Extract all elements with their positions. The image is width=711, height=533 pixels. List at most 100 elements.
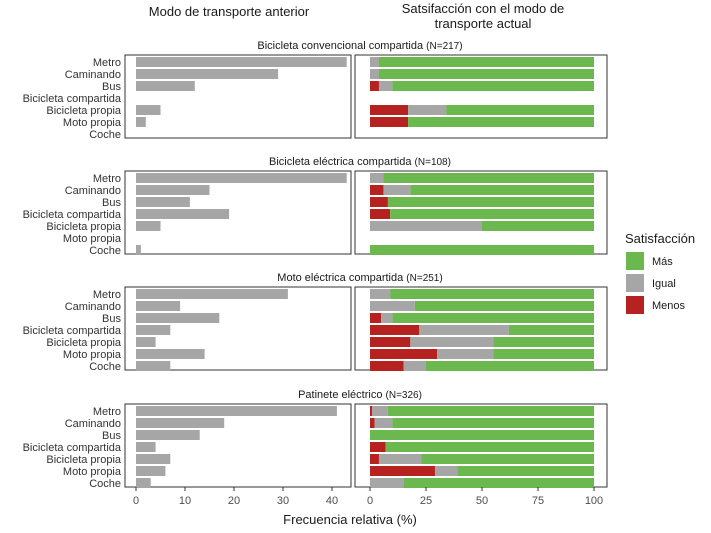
right-axis-tick-label: 100 — [585, 495, 603, 507]
category-label: Moto propia — [63, 466, 122, 478]
panel-title-name: Bicicleta convencional compartida — [257, 40, 426, 52]
satisfaction-segment-mas — [482, 221, 594, 231]
satisfaction-segment-igual — [403, 361, 426, 371]
previous-mode-bar — [136, 406, 337, 416]
panel-2: Bicicleta eléctrica compartida (N=108) Me… — [23, 156, 608, 257]
category-label: Bicicleta compartida — [23, 93, 122, 105]
category-label: Bicicleta compartida — [23, 325, 122, 337]
panel-n-label: (N=326) — [386, 390, 422, 401]
satisfaction-segment-mas — [390, 209, 594, 219]
category-label: Bicicleta propia — [46, 221, 121, 233]
category-label: Bicicleta compartida — [23, 442, 122, 454]
satisfaction-segment-mas — [378, 57, 594, 67]
category-label: Bicicleta propia — [46, 105, 121, 117]
satisfaction-segment-igual — [372, 406, 388, 416]
left-axis-tick-label: 40 — [326, 495, 338, 507]
satisfaction-segment-menos — [370, 418, 375, 428]
left-panel-frame — [124, 170, 352, 255]
previous-mode-bar — [136, 337, 156, 347]
category-label: Bicicleta compartida — [23, 209, 122, 221]
panel-1: Bicicleta convencional compartida (N=217… — [23, 40, 608, 141]
satisfaction-segment-mas — [385, 442, 594, 452]
right-column-title-line2: transporte actual — [435, 16, 532, 31]
satisfaction-segment-menos — [370, 466, 435, 476]
satisfaction-segment-menos — [370, 209, 391, 219]
left-panel-frame — [124, 286, 352, 371]
panel-n-label: (N=251) — [406, 273, 442, 284]
satisfaction-segment-menos — [370, 349, 438, 359]
panel-title: Patinete eléctrico (N=326) — [298, 389, 422, 401]
previous-mode-bar — [136, 221, 161, 231]
left-axis-tick-label: 10 — [179, 495, 191, 507]
satisfaction-segment-mas — [410, 185, 594, 195]
satisfaction-segment-menos — [370, 406, 373, 416]
left-column-title: Modo de transporte anterior — [149, 4, 310, 19]
satisfaction-segment-igual — [381, 313, 393, 323]
satisfaction-segment-menos — [370, 442, 386, 452]
previous-mode-bar — [136, 57, 347, 67]
previous-mode-bar — [136, 313, 220, 323]
panel-title-name: Bicicleta eléctrica compartida — [269, 156, 415, 168]
satisfaction-segment-igual — [370, 69, 379, 79]
satisfaction-segment-igual — [370, 478, 404, 488]
panel-n-label: (N=217) — [426, 41, 462, 52]
panel-title: Bicicleta eléctrica compartida (N=108) — [269, 156, 451, 168]
satisfaction-segment-igual — [434, 466, 458, 476]
satisfaction-segment-mas — [378, 69, 594, 79]
previous-mode-bar — [136, 69, 279, 79]
satisfaction-segment-mas — [387, 406, 594, 416]
satisfaction-segment-igual — [408, 105, 447, 115]
category-label: Bicicleta propia — [46, 454, 121, 466]
category-label: Bicicleta propia — [46, 337, 121, 349]
left-axis-tick-label: 0 — [133, 495, 139, 507]
previous-mode-bar — [136, 454, 171, 464]
satisfaction-segment-mas — [457, 466, 594, 476]
satisfaction-segment-mas — [493, 337, 594, 347]
satisfaction-segment-mas — [370, 245, 594, 255]
previous-mode-bar — [136, 209, 230, 219]
category-label: Caminando — [65, 69, 121, 81]
satisfaction-segment-mas — [392, 81, 594, 91]
right-axis-tick-label: 50 — [476, 495, 488, 507]
satisfaction-segment-igual — [383, 185, 411, 195]
left-axis-tick-label: 30 — [277, 495, 289, 507]
satisfaction-segment-mas — [446, 105, 594, 115]
category-label: Metro — [93, 406, 121, 418]
category-label: Coche — [89, 478, 121, 490]
category-label: Metro — [93, 173, 121, 185]
previous-mode-bar — [136, 430, 200, 440]
legend-swatch — [626, 252, 644, 270]
previous-mode-bar — [136, 349, 205, 359]
x-axes-layer: 0 10 20 30 40 0 25 50 75 100 — [133, 487, 603, 507]
satisfaction-segment-igual — [419, 325, 509, 335]
right-axis-tick-label: 75 — [532, 495, 544, 507]
left-panel-frame — [124, 54, 352, 139]
previous-mode-bar — [136, 442, 156, 452]
category-label: Moto propia — [63, 349, 122, 361]
category-label: Metro — [93, 57, 121, 69]
satisfaction-segment-igual — [378, 81, 393, 91]
legend-swatch — [626, 296, 644, 314]
legend: Satisfacción Más Igual Menos — [625, 231, 695, 314]
x-axis-label: Frecuencia relativa (%) — [283, 512, 417, 527]
satisfaction-segment-menos — [370, 454, 379, 464]
category-label: Caminando — [65, 418, 121, 430]
legend-title: Satisfacción — [625, 231, 695, 246]
legend-items: Más Igual Menos — [626, 252, 686, 314]
satisfaction-segment-mas — [392, 418, 594, 428]
satisfaction-segment-menos — [370, 197, 388, 207]
satisfaction-segment-igual — [437, 349, 494, 359]
right-axis-tick-label: 0 — [367, 495, 373, 507]
satisfaction-segment-mas — [370, 430, 594, 440]
previous-mode-bar — [136, 289, 288, 299]
category-label: Metro — [93, 289, 121, 301]
right-panel-frame — [354, 54, 608, 139]
left-axis-tick-label: 20 — [228, 495, 240, 507]
satisfaction-segment-mas — [421, 454, 594, 464]
category-label: Moto propia — [63, 117, 122, 129]
previous-mode-bar — [136, 418, 225, 428]
category-label: Moto propia — [63, 233, 122, 245]
previous-mode-bar — [136, 105, 161, 115]
category-label: Coche — [89, 361, 121, 373]
satisfaction-segment-menos — [370, 313, 382, 323]
